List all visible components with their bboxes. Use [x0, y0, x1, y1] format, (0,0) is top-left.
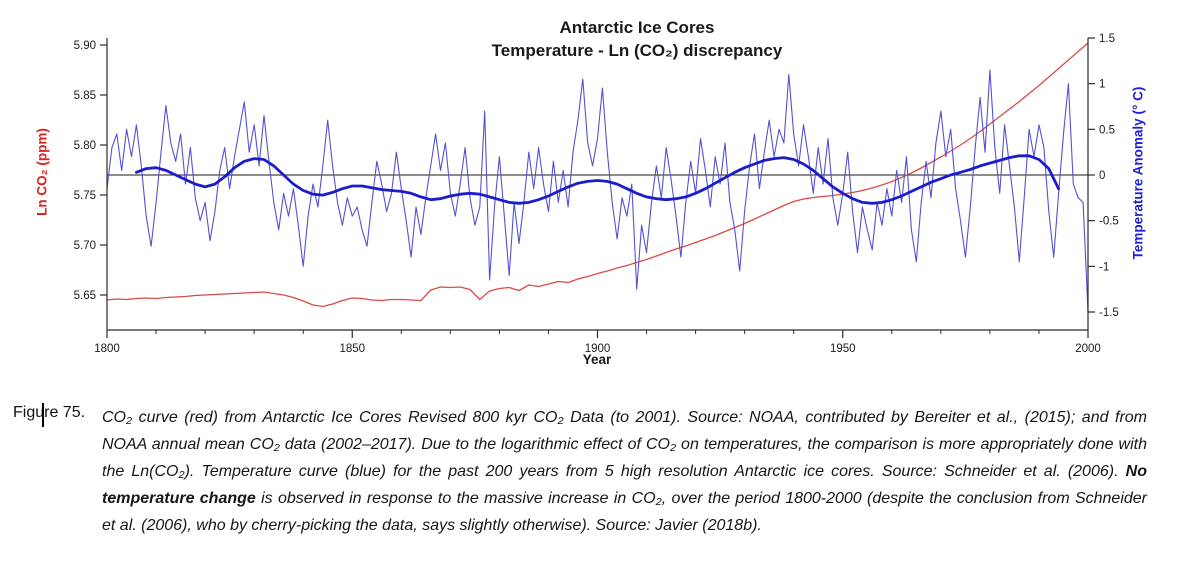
- figure-caption-label[interactable]: Figure 75.: [13, 404, 86, 421]
- y-left-tick-label: 5.65: [74, 290, 96, 302]
- figure-caption: Figure 75. CO₂ curve (red) from Antarcti…: [0, 401, 1182, 539]
- y-right-tick-label: -1: [1099, 261, 1109, 273]
- y-left-tick-label: 5.75: [74, 190, 96, 202]
- chart-title-line2: Temperature - Ln (CO₂) discrepancy: [491, 41, 783, 60]
- x-tick-label: 2000: [1075, 343, 1101, 355]
- y-right-tick-label: 0: [1099, 170, 1105, 182]
- x-axis-label: Year: [582, 352, 612, 367]
- y-left-tick-label: 5.80: [74, 140, 96, 152]
- text-cursor: [42, 403, 44, 427]
- ice-core-chart[interactable]: 5.90 5.85 5.80 5.75 5.70 5.65 1.5 1 0.5 0 -0.5 -1 -1…: [0, 0, 1182, 395]
- y-left-tick-label: 5.90: [74, 40, 96, 52]
- series-line-2: [134, 154, 1060, 205]
- y-right-tick-label: 1.5: [1099, 33, 1115, 45]
- series-line-0: [106, 42, 1089, 308]
- y-left-tick-label: 5.85: [74, 90, 96, 102]
- caption-bold-text: No temperature change: [102, 463, 1147, 507]
- chart-title: Antarctic Ice Cores Temperature - Ln (CO…: [337, 16, 937, 62]
- y-axis-label-right: Temperature Anomaly (° C): [1130, 86, 1146, 260]
- y-right-tick-label: -0.5: [1099, 216, 1119, 228]
- x-tick-label: 1850: [339, 343, 365, 355]
- x-tick-label: 1950: [830, 343, 856, 355]
- chart-canvas: 5.90 5.85 5.80 5.75 5.70 5.65 1.5 1 0.5 0 -0.5 -1 -1…: [74, 33, 1119, 355]
- y-right-tick-label: 0.5: [1099, 124, 1115, 136]
- chart-title-line1: Antarctic Ice Cores: [559, 18, 715, 37]
- x-tick-label: 1900: [585, 343, 611, 355]
- caption-text: is observed in response to the massive i…: [102, 490, 1147, 534]
- x-tick-label: 1800: [94, 343, 120, 355]
- y-right-tick-label: -1.5: [1099, 307, 1119, 319]
- series-line-1: [106, 69, 1089, 313]
- y-right-tick-label: 1: [1099, 79, 1105, 91]
- y-axis-label-left: Ln CO₂ (ppm): [34, 128, 50, 216]
- figure-caption-body[interactable]: CO₂ curve (red) from Antarctic Ice Cores…: [102, 401, 1147, 539]
- caption-text: CO₂ curve (red) from Antarctic Ice Cores…: [102, 409, 1147, 480]
- y-left-tick-label: 5.70: [74, 240, 96, 252]
